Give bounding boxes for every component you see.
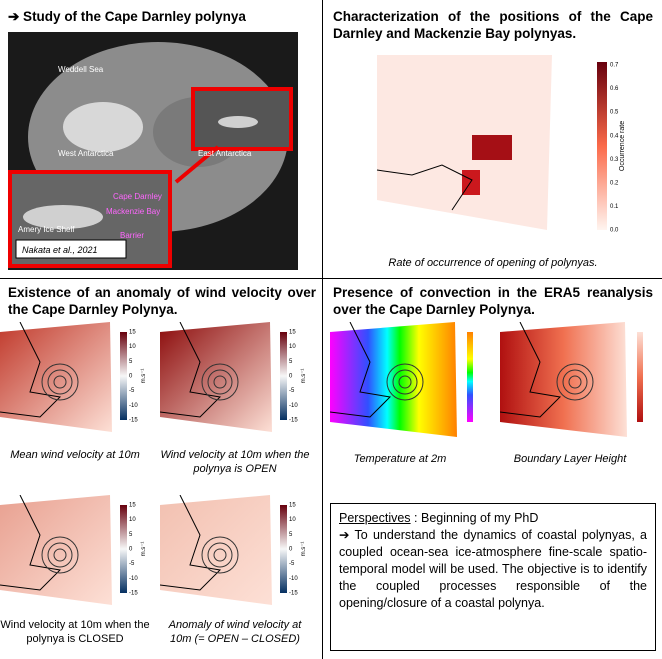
colorbar-tick: -10 (129, 403, 138, 409)
colorbar-tick: 10 (129, 344, 136, 350)
colorbar-tick: -15 (129, 591, 138, 597)
colorbar-tick: -15 (289, 591, 298, 597)
colorbar-tick: -15 (129, 418, 138, 424)
wind-panel: 15 10 5 0 -5 -10 -15 m.s⁻¹ (0, 495, 148, 613)
map-label: Cape Darnley (113, 192, 162, 201)
wind-panel: 15 10 5 0 -5 -10 -15 m.s⁻¹ (160, 322, 308, 440)
colorbar-tick: 0 (129, 374, 133, 380)
divider (322, 0, 323, 659)
colorbar-tick: 0.7 (610, 63, 619, 69)
colorbar-tick: 10 (289, 344, 296, 350)
section-title: ➔ Study of the Cape Darnley polynya (8, 8, 308, 25)
colorbar-label: m.s⁻¹ (141, 542, 147, 557)
section-title: Characterization of the positions of the… (333, 8, 653, 42)
colorbar-tick: 10 (129, 517, 136, 523)
box-heading: : Beginning of my PhD (411, 511, 539, 525)
colorbar (597, 62, 607, 230)
colorbar-tick: 0.0 (610, 228, 619, 234)
colorbar-tick: -10 (289, 576, 298, 582)
caption: Wind velocity at 10m when the polynya is… (160, 448, 310, 476)
colorbar-tick: 0 (129, 547, 133, 553)
map-label: Amery Ice Shelf (18, 225, 75, 234)
colorbar-tick: 15 (129, 330, 136, 336)
colorbar-tick: 0 (289, 374, 293, 380)
colorbar-tick: 10 (289, 517, 296, 523)
colorbar-tick: 5 (289, 359, 293, 365)
perspectives-box: Perspectives : Beginning of my PhD ➔ To … (330, 503, 656, 651)
caption: Anomaly of wind velocity at 10m (= OPEN … (160, 618, 310, 646)
map-label: West Antarctica (58, 149, 114, 158)
colorbar-label: m.s⁻¹ (301, 369, 307, 384)
map-label: Mackenzie Bay (106, 207, 160, 216)
map-label: Weddell Sea (58, 65, 104, 74)
colorbar-tick: -10 (129, 576, 138, 582)
map-label: Barrier (120, 231, 144, 240)
colorbar-tick: 5 (129, 532, 133, 538)
colorbar-tick: 15 (129, 503, 136, 509)
section-title: Presence of convection in the ERA5 reana… (333, 284, 653, 318)
colorbar-tick: 15 (289, 330, 296, 336)
colorbar (120, 505, 127, 593)
colorbar-tick: 0.1 (610, 204, 619, 210)
colorbar-tick: 0.3 (610, 157, 619, 163)
colorbar-tick: 0.2 (610, 180, 619, 186)
colorbar-tick: 5 (289, 532, 293, 538)
box-heading: Perspectives (339, 511, 411, 525)
caption: Temperature at 2m (325, 452, 475, 466)
colorbar-tick: -5 (289, 388, 295, 394)
colorbar-tick: -5 (129, 561, 135, 567)
colorbar-tick: -5 (289, 561, 295, 567)
colorbar-tick: -15 (289, 418, 298, 424)
colorbar-tick: 0 (289, 547, 293, 553)
colorbar (280, 505, 287, 593)
colorbar-label: Occurrence rate (619, 121, 626, 171)
colorbar-label: m.s⁻¹ (301, 542, 307, 557)
caption: Wind velocity at 10m when the polynya is… (0, 618, 150, 646)
convection-panel (330, 322, 480, 442)
caption: Mean wind velocity at 10m (0, 448, 150, 462)
box-body: ➔ To understand the dynamics of coastal … (339, 527, 647, 612)
wind-panel: 15 10 5 0 -5 -10 -15 m.s⁻¹ (0, 322, 148, 440)
caption: Rate of occurrence of opening of polynya… (333, 256, 653, 270)
map-label: East Antarctica (198, 149, 252, 158)
colorbar-tick: 0.4 (610, 133, 619, 139)
colorbar (467, 332, 473, 422)
colorbar (280, 332, 287, 420)
credit: Nakata et al., 2021 (22, 245, 98, 255)
section-title: Existence of an anomaly of wind velocity… (8, 284, 316, 318)
colorbar (637, 332, 643, 422)
colorbar-label: m.s⁻¹ (141, 369, 147, 384)
colorbar-tick: 5 (129, 359, 133, 365)
caption: Boundary Layer Height (495, 452, 645, 466)
occurrence-figure: 0.7 0.6 0.5 0.4 0.3 0.2 0.1 0.0 Occurrence rate (372, 50, 627, 242)
divider (0, 278, 662, 279)
colorbar-tick: 15 (289, 503, 296, 509)
colorbar-tick: -5 (129, 388, 135, 394)
colorbar-tick: 0.6 (610, 86, 619, 92)
wind-panel: 15 10 5 0 -5 -10 -15 m.s⁻¹ (160, 495, 308, 613)
colorbar-tick: -10 (289, 403, 298, 409)
colorbar (120, 332, 127, 420)
colorbar-tick: 0.5 (610, 110, 619, 116)
page: ➔ Study of the Cape Darnley polynya Wedd… (0, 0, 662, 659)
map: Weddell Sea West Antarctica East Antarct… (8, 32, 298, 270)
convection-panel (500, 322, 650, 442)
